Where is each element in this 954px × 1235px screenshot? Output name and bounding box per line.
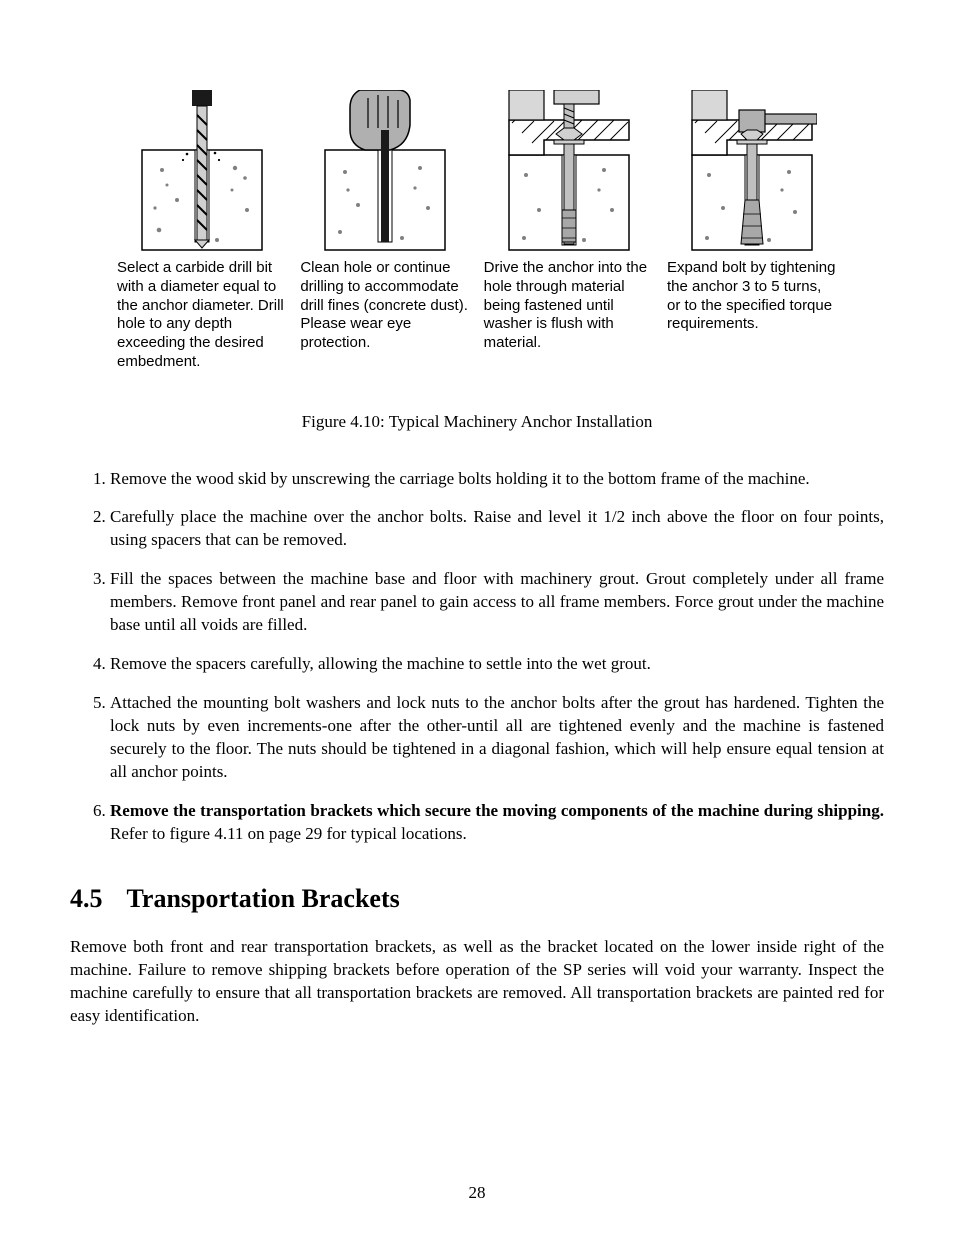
step-6: Remove the transportation brackets which… [110,800,884,846]
section-number: 4.5 [70,884,103,914]
step-2: Carefully place the machine over the anc… [110,506,884,552]
step-6-bold: Remove the transportation brackets which… [110,801,884,820]
drill-icon [137,90,267,255]
drive-anchor-icon [504,90,634,255]
figure-panel-1: Select a carbide drill bit with a diamet… [117,90,287,372]
figure-panel-3-caption: Drive the anchor into the hole through m… [484,259,654,353]
figure-caption: Figure 4.10: Typical Machinery Anchor In… [117,412,837,432]
page-number: 28 [0,1183,954,1203]
step-5: Attached the mounting bolt washers and l… [110,692,884,784]
figure-panel-4: Expand bolt by tightening the anchor 3 t… [667,90,837,372]
figure-4-10: Select a carbide drill bit with a diamet… [117,90,837,432]
figure-panel-3: Drive the anchor into the hole through m… [484,90,654,372]
figure-panel-4-caption: Expand bolt by tightening the anchor 3 t… [667,259,837,334]
figure-panel-row: Select a carbide drill bit with a diamet… [117,90,837,372]
step-4: Remove the spacers carefully, allowing t… [110,653,884,676]
section-title: Transportation Brackets [127,884,400,913]
clean-hole-icon [320,90,450,255]
section-heading: 4.5 Transportation Brackets [70,884,884,914]
step-1: Remove the wood skid by unscrewing the c… [110,468,884,491]
page: Select a carbide drill bit with a diamet… [0,0,954,1235]
figure-panel-2-caption: Clean hole or continue drilling to accom… [300,259,470,353]
step-3: Fill the spaces between the machine base… [110,568,884,637]
step-6-rest: Refer to figure 4.11 on page 29 for typi… [110,824,467,843]
figure-panel-2: Clean hole or continue drilling to accom… [300,90,470,372]
section-body: Remove both front and rear transportatio… [70,936,884,1028]
figure-panel-1-caption: Select a carbide drill bit with a diamet… [117,259,287,372]
installation-steps: Remove the wood skid by unscrewing the c… [80,468,884,846]
tighten-anchor-icon [687,90,817,255]
